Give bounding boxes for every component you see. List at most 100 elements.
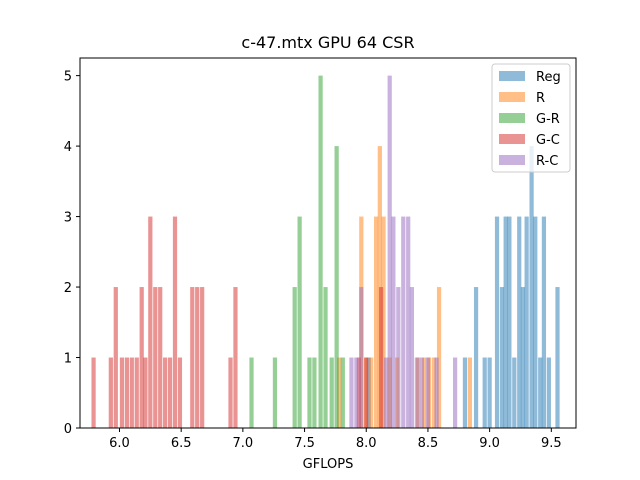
bar-reg-17	[546, 357, 551, 428]
bar-r-c-10	[414, 357, 419, 428]
x-tick-label: 6.5	[171, 436, 192, 451]
bar-r-0	[337, 357, 342, 428]
x-tick-label: 7.5	[294, 436, 315, 451]
bar-r-c-0	[349, 357, 354, 428]
bar-g-c-17	[195, 287, 200, 428]
bar-g-r-5	[312, 357, 317, 428]
x-axis: 6.0 6.5 7.0 7.5 8.0 8.5 9.0 9.5	[109, 428, 562, 451]
bars-group	[91, 75, 560, 429]
legend-swatch-g-r	[499, 113, 525, 123]
bar-reg-15	[538, 357, 543, 428]
legend: Reg R G-R G-C R-C	[491, 63, 571, 173]
x-tick-label: 7.0	[233, 436, 254, 451]
bar-g-c-20	[233, 287, 238, 428]
x-tick-label: 9.5	[541, 436, 562, 451]
bar-g-r-6	[318, 75, 323, 429]
bar-r-c-6	[396, 287, 401, 428]
bar-r-c-13	[434, 357, 439, 428]
y-tick-label: 5	[64, 70, 72, 85]
bar-g-r-1	[272, 357, 278, 428]
legend-label-g-c: G-C	[536, 133, 560, 148]
bar-r-14	[467, 357, 472, 428]
bar-r-c-4	[387, 75, 392, 429]
bar-reg-16	[541, 216, 547, 428]
bar-g-c-11	[158, 287, 163, 428]
bar-g-c-2	[113, 287, 118, 428]
bar-reg-7	[503, 216, 508, 428]
bar-reg-13	[529, 146, 534, 428]
y-tick-label: 0	[64, 422, 72, 437]
bar-reg-5	[494, 216, 500, 428]
bar-r-c-3	[383, 357, 389, 428]
bar-reg-11	[520, 287, 526, 428]
bar-g-c-0	[91, 357, 96, 428]
bar-g-c-15	[177, 357, 183, 428]
legend-swatch-r-c	[499, 155, 525, 165]
bar-g-c-10	[153, 287, 158, 428]
legend-label-r-c: R-C	[536, 154, 558, 169]
bar-reg-10	[517, 216, 522, 428]
legend-label-g-r: G-R	[536, 112, 560, 127]
bar-reg-6	[499, 287, 505, 428]
bar-r-c-11	[419, 357, 424, 428]
legend-swatch-r	[499, 92, 525, 102]
bar-reg-2	[473, 287, 479, 428]
legend-swatch-reg	[499, 71, 525, 81]
bar-g-r-3	[297, 216, 302, 428]
bar-reg-0	[366, 357, 371, 428]
x-tick-label: 6.0	[109, 436, 130, 451]
plot-frame	[79, 57, 577, 429]
bar-reg-12	[524, 216, 529, 428]
bar-r-c-1	[354, 357, 359, 428]
bar-r-12	[432, 357, 437, 428]
bar-g-c-22	[364, 357, 369, 428]
bar-r-c-9	[409, 287, 415, 428]
bar-g-c-7	[139, 287, 144, 428]
bar-g-c-23	[378, 287, 384, 428]
bar-g-c-1	[108, 357, 113, 428]
bar-r-13	[436, 287, 442, 428]
bar-reg-3	[482, 357, 487, 428]
legend-label-reg: Reg	[536, 70, 561, 85]
bar-g-c-9	[148, 216, 153, 428]
bar-g-c-14	[172, 216, 178, 428]
bar-r-c-7	[401, 216, 406, 428]
bar-g-c-13	[167, 357, 173, 428]
bar-g-c-5	[129, 357, 134, 428]
bar-r-c-8	[406, 216, 411, 428]
x-tick-label: 9.0	[479, 436, 500, 451]
bar-g-r-4	[307, 357, 312, 428]
bar-g-c-6	[134, 357, 139, 428]
x-tick-label: 8.0	[356, 436, 377, 451]
bar-r-3	[369, 357, 374, 428]
bar-g-c-8	[143, 357, 148, 428]
y-tick-label: 3	[64, 211, 72, 226]
bar-reg-8	[507, 216, 512, 428]
chart-title: c-47.mtx GPU 64 CSR	[241, 33, 414, 52]
bar-g-r-8	[329, 357, 334, 428]
bar-g-c-16	[190, 287, 195, 428]
bar-g-c-3	[119, 357, 125, 428]
bar-reg-14	[533, 216, 538, 428]
bar-g-r-7	[323, 287, 328, 428]
y-axis: 0 1 2 3 4 5	[64, 70, 80, 437]
bar-r-6	[381, 216, 386, 428]
bar-g-c-12	[163, 357, 168, 428]
bar-g-r-10	[340, 357, 345, 428]
bar-r-c-12	[425, 357, 431, 428]
legend-box	[491, 63, 571, 173]
bar-g-r-0	[249, 357, 254, 428]
bar-r-c-2	[359, 287, 364, 428]
bar-reg-18	[555, 287, 560, 428]
y-tick-label: 1	[64, 352, 72, 367]
bar-reg-4	[487, 357, 492, 428]
bar-g-r-9	[334, 146, 339, 428]
bar-r-c-5	[391, 216, 396, 428]
bar-r-c-14	[452, 357, 458, 428]
bar-g-c-19	[228, 357, 233, 428]
legend-swatch-g-c	[499, 134, 525, 144]
bar-g-c-18	[200, 287, 205, 428]
y-tick-label: 2	[64, 281, 72, 296]
legend-label-r: R	[536, 91, 545, 106]
